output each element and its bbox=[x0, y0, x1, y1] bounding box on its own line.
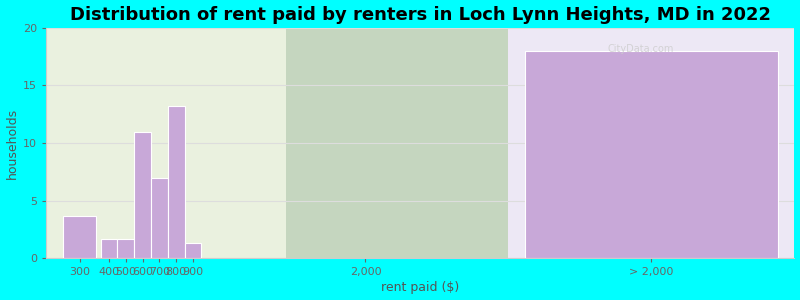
Bar bbox=[509, 28, 794, 258]
Bar bbox=[62, 216, 96, 258]
Bar bbox=[134, 132, 151, 258]
Bar bbox=[151, 178, 168, 258]
Bar bbox=[101, 239, 118, 258]
X-axis label: rent paid ($): rent paid ($) bbox=[381, 281, 459, 294]
Text: CityData.com: CityData.com bbox=[607, 44, 674, 54]
Y-axis label: households: households bbox=[6, 107, 18, 178]
Bar bbox=[185, 243, 202, 258]
Title: Distribution of rent paid by renters in Loch Lynn Heights, MD in 2022: Distribution of rent paid by renters in … bbox=[70, 6, 770, 24]
Bar bbox=[118, 239, 134, 258]
Bar bbox=[168, 106, 185, 258]
Bar bbox=[526, 51, 778, 258]
